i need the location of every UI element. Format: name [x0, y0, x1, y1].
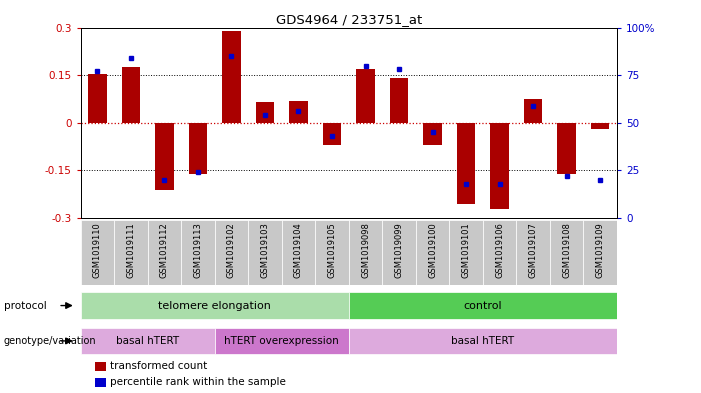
- Bar: [356, 69, 375, 123]
- Bar: [382, 220, 416, 285]
- Text: GSM1019099: GSM1019099: [395, 222, 404, 278]
- Text: GSM1019109: GSM1019109: [596, 222, 605, 278]
- Text: GSM1019110: GSM1019110: [93, 222, 102, 278]
- Bar: [550, 220, 583, 285]
- Bar: [290, 101, 308, 123]
- Bar: [315, 220, 349, 285]
- Bar: [390, 78, 408, 123]
- Text: basal hTERT: basal hTERT: [116, 336, 179, 346]
- Text: hTERT overexpression: hTERT overexpression: [224, 336, 339, 346]
- Bar: [189, 123, 207, 174]
- Bar: [215, 220, 248, 285]
- Title: GDS4964 / 233751_at: GDS4964 / 233751_at: [275, 13, 422, 26]
- Text: protocol: protocol: [4, 301, 46, 310]
- Text: GSM1019100: GSM1019100: [428, 222, 437, 278]
- Bar: [483, 220, 517, 285]
- Text: basal hTERT: basal hTERT: [451, 336, 515, 346]
- Text: GSM1019101: GSM1019101: [461, 222, 470, 278]
- Bar: [81, 328, 215, 354]
- Bar: [349, 292, 617, 319]
- Bar: [591, 123, 609, 129]
- Bar: [457, 123, 475, 204]
- Bar: [583, 220, 617, 285]
- Bar: [322, 123, 341, 145]
- Text: percentile rank within the sample: percentile rank within the sample: [110, 377, 286, 387]
- Bar: [88, 73, 107, 123]
- Text: telomere elongation: telomere elongation: [158, 301, 271, 310]
- Bar: [148, 220, 181, 285]
- Text: GSM1019104: GSM1019104: [294, 222, 303, 278]
- Bar: [155, 123, 174, 189]
- Text: GSM1019098: GSM1019098: [361, 222, 370, 278]
- Text: genotype/variation: genotype/variation: [4, 336, 96, 346]
- Bar: [181, 220, 215, 285]
- Text: GSM1019102: GSM1019102: [227, 222, 236, 278]
- Bar: [222, 31, 240, 123]
- Bar: [95, 378, 106, 387]
- Text: GSM1019107: GSM1019107: [529, 222, 538, 278]
- Bar: [423, 123, 442, 145]
- Bar: [95, 362, 106, 371]
- Bar: [524, 99, 543, 123]
- Bar: [282, 220, 315, 285]
- Bar: [449, 220, 483, 285]
- Bar: [349, 328, 617, 354]
- Bar: [491, 123, 509, 209]
- Text: GSM1019106: GSM1019106: [495, 222, 504, 278]
- Text: GSM1019113: GSM1019113: [193, 222, 203, 278]
- Bar: [349, 220, 382, 285]
- Text: GSM1019112: GSM1019112: [160, 222, 169, 278]
- Text: transformed count: transformed count: [110, 362, 207, 371]
- Text: GSM1019103: GSM1019103: [261, 222, 269, 278]
- Bar: [81, 220, 114, 285]
- Bar: [256, 102, 274, 123]
- Text: GSM1019108: GSM1019108: [562, 222, 571, 278]
- Bar: [114, 220, 148, 285]
- Text: GSM1019111: GSM1019111: [126, 222, 135, 278]
- Bar: [517, 220, 550, 285]
- Bar: [557, 123, 576, 174]
- Bar: [81, 292, 349, 319]
- Text: GSM1019105: GSM1019105: [327, 222, 336, 278]
- Bar: [215, 328, 349, 354]
- Bar: [122, 67, 140, 123]
- Text: control: control: [463, 301, 502, 310]
- Bar: [416, 220, 449, 285]
- Bar: [248, 220, 282, 285]
